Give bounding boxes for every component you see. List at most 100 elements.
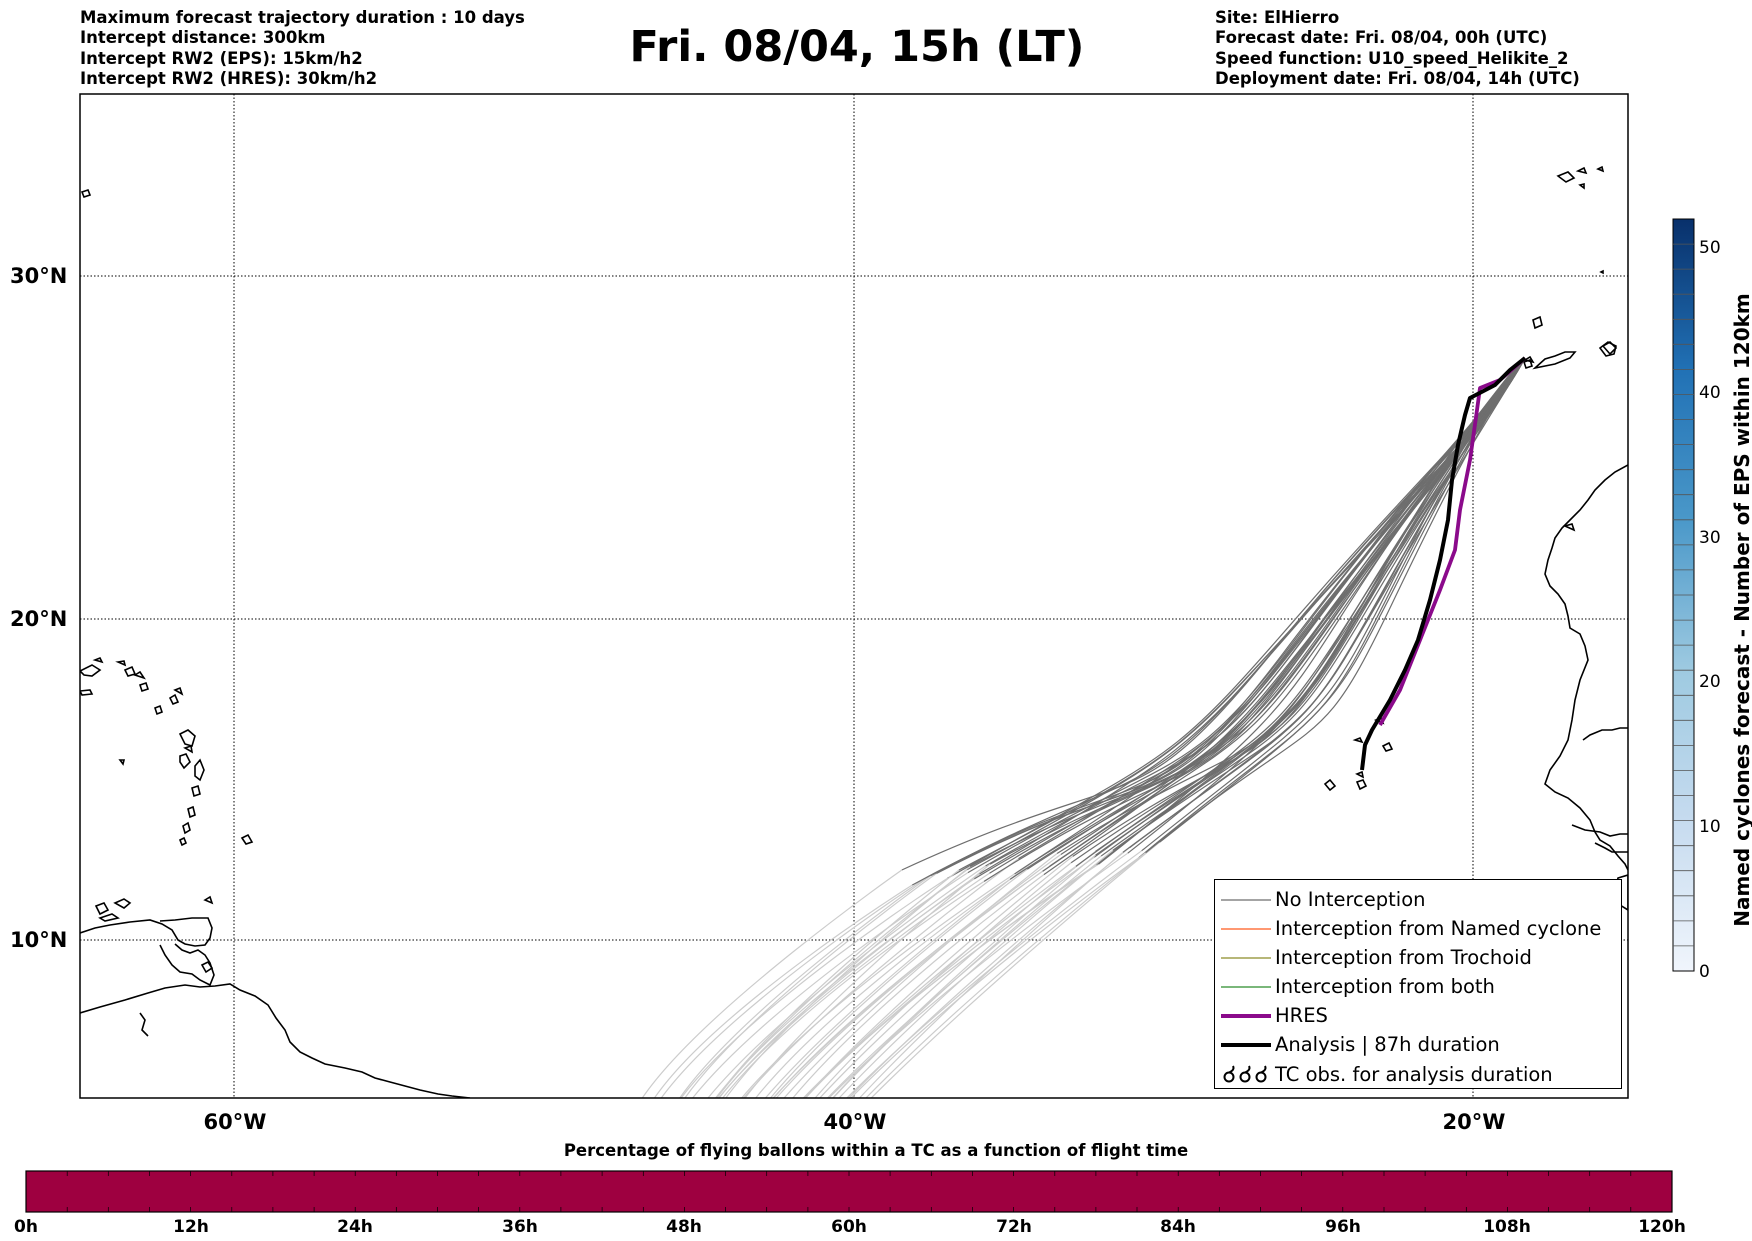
trajectory-no-interception-late <box>850 857 1140 1098</box>
hour-label: 120h <box>1638 1217 1686 1237</box>
island <box>194 758 205 782</box>
legend-label: Interception from Trochoid <box>1275 946 1532 969</box>
trajectory-no-interception-late <box>725 866 971 1098</box>
thick-purple-line-icon <box>1221 1014 1271 1018</box>
legend-label: Analysis | 87h duration <box>1275 1033 1500 1056</box>
map-legend: No Interception Interception from Named … <box>1214 879 1622 1089</box>
trajectory-no-interception-late <box>680 877 948 1098</box>
trajectory-no-interception <box>1060 357 1526 856</box>
header-right-line: Forecast date: Fri. 08/04, 00h (UTC) <box>1215 28 1548 48</box>
hour-label: 48h <box>666 1217 702 1237</box>
island-madeira <box>1556 171 1576 183</box>
map-frame <box>79 93 1629 1099</box>
trajectory-no-interception-late <box>858 851 1124 1098</box>
header-right-info: Site: ElHierro Forecast date: Fri. 08/04… <box>1215 8 1580 89</box>
trajectory-no-interception-late <box>804 865 1077 1098</box>
legend-label: Interception from both <box>1275 975 1495 998</box>
trajectory-no-interception-late <box>769 868 1028 1098</box>
island-canary <box>1532 315 1543 330</box>
island <box>94 902 110 916</box>
coastline-gulf-paria <box>159 943 215 987</box>
trajectory-no-interception <box>930 357 1526 877</box>
lon-label-40w: 40°W <box>823 1110 887 1134</box>
island <box>92 656 104 664</box>
island-cape-verde <box>1381 741 1394 752</box>
hour-label: 60h <box>831 1217 867 1237</box>
island <box>113 898 132 909</box>
trajectory-no-interception-late <box>641 869 903 1098</box>
trajectory-no-interception-late <box>772 870 1043 1098</box>
trajectory-no-interception-late <box>814 862 1072 1098</box>
trajectory-no-interception-late <box>679 875 931 1098</box>
trajectory-no-interception <box>958 357 1526 871</box>
island-madeira <box>1578 182 1585 190</box>
island <box>200 960 214 974</box>
hour-label: 0h <box>14 1217 38 1237</box>
trajectory-no-interception <box>985 357 1526 867</box>
colorbar-tick-label: 20 <box>1699 672 1721 692</box>
trajectory-no-interception-late <box>715 869 960 1098</box>
trajectory-no-interception-late <box>742 858 1019 1098</box>
trajectory-no-interception <box>1018 357 1526 860</box>
header-left-line: Intercept distance: 300km <box>80 28 326 48</box>
header-left-info: Maximum forecast trajectory duration : 1… <box>80 8 525 89</box>
page-title: Fri. 08/04, 15h (LT) <box>629 22 1085 72</box>
island-canary <box>1522 355 1535 364</box>
island <box>191 784 201 798</box>
thin-orange-line-icon <box>1221 928 1271 930</box>
thin-olive-line-icon <box>1221 957 1271 959</box>
legend-label: HRES <box>1275 1004 1328 1027</box>
island <box>168 693 180 706</box>
trajectory-no-interception-late <box>831 854 1096 1098</box>
island <box>115 660 127 667</box>
island <box>98 913 120 922</box>
trajectory-no-interception-late <box>865 852 1146 1098</box>
trajectory-no-interception <box>1026 357 1526 870</box>
coastline-south-america <box>80 983 471 1098</box>
colorbar-tick-label: 0 <box>1699 962 1710 982</box>
island <box>80 664 102 677</box>
trajectory-no-interception <box>989 357 1526 874</box>
legend-item-tc-obs: TC obs. for analysis duration <box>1215 1060 1621 1089</box>
trajectory-no-interception <box>989 357 1526 865</box>
hour-label: 24h <box>337 1217 373 1237</box>
lat-label-30n: 30°N <box>10 264 68 288</box>
trajectory-no-interception-late <box>744 863 991 1098</box>
island-madeira <box>1599 269 1604 275</box>
island <box>80 189 92 198</box>
hour-label: 84h <box>1160 1217 1196 1237</box>
hour-label: 72h <box>996 1217 1032 1237</box>
island <box>178 836 188 847</box>
cyclone-colorbar-ticks <box>1673 243 1694 947</box>
island-canary <box>1598 341 1617 357</box>
island <box>123 665 137 677</box>
legend-item-analysis: Analysis | 87h duration <box>1215 1030 1621 1059</box>
trajectory-no-interception-late <box>838 849 1114 1098</box>
island <box>182 821 191 835</box>
trajectory-no-interception-late <box>717 872 990 1098</box>
header-right-line: Site: ElHierro <box>1215 8 1340 27</box>
trajectory-group <box>641 356 1527 1098</box>
island-madeira <box>1575 166 1588 175</box>
hour-label: 36h <box>502 1217 538 1237</box>
trajectory-no-interception <box>966 357 1526 871</box>
colorbar-tick-label: 30 <box>1699 528 1721 548</box>
trajectory-no-interception <box>969 357 1526 868</box>
lat-label-10n: 10°N <box>10 928 68 952</box>
island <box>179 753 191 770</box>
colorbar-tick-label: 40 <box>1699 383 1721 403</box>
trajectory-no-interception <box>901 357 1526 871</box>
header-right-line: Deployment date: Fri. 08/04, 14h (UTC) <box>1215 68 1580 88</box>
thin-grey-line-icon <box>1221 899 1271 901</box>
island-cape-verde <box>1323 778 1337 792</box>
island-cape-verde <box>1352 736 1364 744</box>
island-madeira <box>1596 165 1605 173</box>
island-canary <box>1532 351 1577 370</box>
trajectory-no-interception <box>936 357 1526 875</box>
legend-item-trochoid: Interception from Trochoid <box>1215 943 1621 972</box>
coastline-africa <box>1544 464 1628 871</box>
island <box>133 670 146 680</box>
lon-label-60w: 60°W <box>203 1110 267 1134</box>
thin-green-line-icon <box>1221 986 1271 988</box>
